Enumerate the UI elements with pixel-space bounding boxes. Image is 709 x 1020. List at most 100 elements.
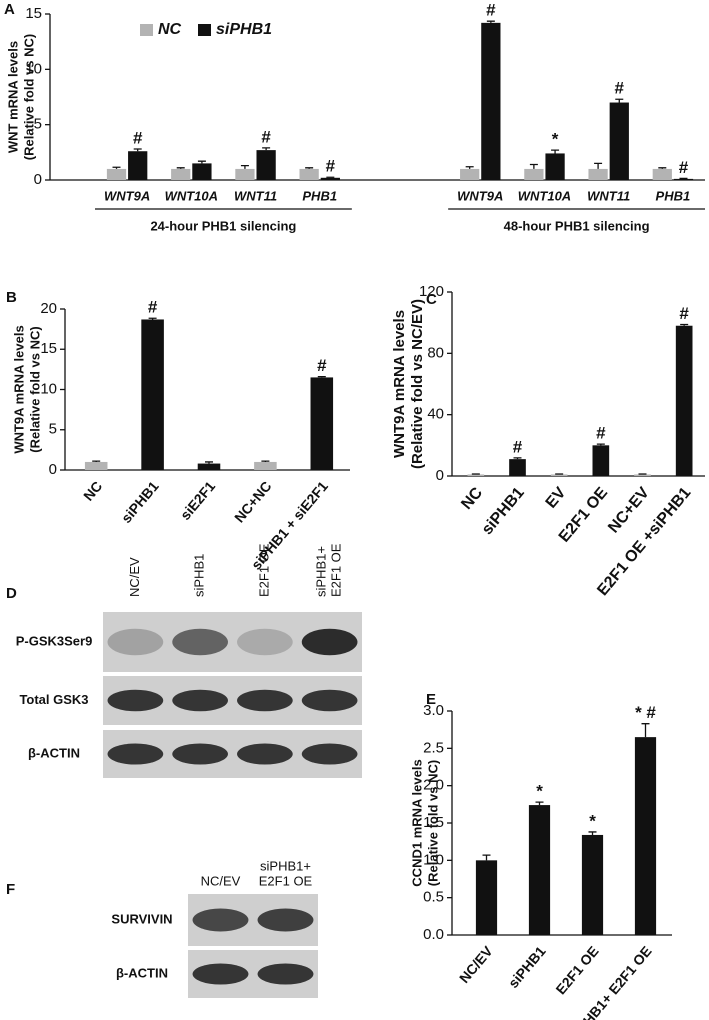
significance-marker: #: [513, 437, 523, 456]
row-label: P-GSK3Ser9: [16, 633, 93, 648]
significance-marker: *: [552, 130, 559, 149]
blot-band: [237, 628, 293, 656]
blot-band: [172, 628, 228, 656]
panel-letter: E: [426, 691, 436, 708]
y-axis-label: WNT9A mRNA levels: [391, 310, 408, 458]
y-tick-label: 0.0: [423, 926, 444, 943]
x-tick-label: siE2F1: [177, 478, 218, 523]
y-axis-label: (Relative fold vs NC): [27, 326, 42, 452]
panel-letter: F: [6, 881, 15, 898]
significance-marker: #: [615, 79, 625, 98]
x-tick-label: E2F1 OE: [552, 943, 601, 997]
bar: [609, 102, 629, 180]
bar: [467, 474, 485, 476]
lane-label: siPHB1+: [314, 546, 329, 597]
significance-marker: #: [326, 157, 336, 176]
bar: [524, 168, 544, 180]
bar: [550, 474, 568, 476]
panel-letter: C: [426, 291, 437, 308]
error-bar: [317, 375, 326, 378]
bar: [509, 459, 526, 476]
row-label: β-ACTIN: [116, 965, 168, 980]
bar: [592, 445, 610, 476]
error-bar: [133, 148, 142, 152]
bar: [588, 168, 608, 180]
y-tick-label: 5: [49, 421, 57, 438]
group-label: 48-hour PHB1 silencing: [504, 218, 650, 233]
error-bar: [529, 163, 538, 169]
error-bar: [262, 147, 271, 151]
blot-band: [172, 743, 228, 765]
significance-marker: *: [589, 811, 596, 830]
error-bar: [588, 831, 597, 835]
blot-band: [257, 908, 314, 932]
bar: [581, 834, 604, 935]
group-label: 24-hour PHB1 silencing: [150, 218, 296, 233]
error-bar: [641, 723, 650, 738]
blot-band: [237, 743, 293, 765]
y-tick-label: 1.5: [423, 814, 444, 831]
error-bar: [594, 162, 603, 169]
error-bar: [658, 167, 667, 169]
bar: [634, 474, 651, 476]
error-bar: [205, 461, 213, 464]
lane-label: E2F1 OE: [259, 873, 313, 888]
error-bar: [482, 854, 491, 861]
y-tick-label: 10: [40, 380, 57, 397]
error-bar: [535, 801, 544, 806]
bar: [192, 163, 212, 180]
bar: [320, 177, 340, 180]
row-label: SURVIVIN: [111, 911, 172, 926]
significance-marker: #: [261, 127, 271, 146]
bar: [545, 153, 565, 180]
x-tick-label: WNT10A: [165, 188, 218, 203]
y-tick-label: 2.5: [423, 739, 444, 756]
x-tick-label: WNT11: [234, 188, 277, 203]
x-tick-label: WNT9A: [104, 188, 150, 203]
x-tick-label: NC+NC: [231, 478, 275, 526]
bar: [235, 168, 255, 180]
significance-marker: #: [486, 1, 496, 20]
significance-marker: #: [596, 424, 606, 443]
x-tick-label: siPHB1: [505, 943, 549, 991]
significance-marker: * #: [635, 703, 656, 722]
significance-marker: #: [133, 128, 143, 147]
blot-band: [192, 908, 249, 932]
y-tick-label: 0: [49, 461, 57, 478]
y-tick-label: 20: [40, 300, 57, 317]
lane-label: NC/EV: [201, 873, 241, 888]
error-bar: [92, 460, 101, 462]
bar: [256, 150, 276, 180]
y-tick-label: 1.0: [423, 851, 444, 868]
error-bar: [615, 98, 624, 103]
x-tick-label: NC: [80, 478, 105, 504]
bar: [171, 168, 191, 180]
y-tick-label: 120: [419, 283, 444, 300]
error-bar: [596, 443, 605, 446]
bar: [106, 168, 127, 180]
significance-marker: #: [679, 304, 689, 323]
row-label: Total GSK3: [19, 692, 88, 707]
x-tick-label: siPHB1: [118, 478, 162, 526]
y-tick-label: 40: [427, 406, 444, 423]
significance-marker: #: [679, 158, 689, 177]
blot-band: [172, 689, 228, 712]
error-bar: [513, 457, 522, 460]
bar: [460, 168, 480, 180]
legend-swatch: [198, 24, 211, 36]
lane-label: siPHB1: [192, 554, 207, 597]
error-bar: [148, 317, 157, 320]
y-tick-label: 80: [427, 344, 444, 361]
error-bar: [112, 166, 121, 169]
x-tick-label: NC: [458, 484, 486, 513]
y-tick-label: 3.0: [423, 702, 444, 719]
significance-marker: #: [148, 298, 158, 317]
blot-band: [301, 628, 358, 656]
legend-label: NC: [158, 21, 182, 38]
error-bar: [465, 166, 474, 169]
error-bar: [261, 460, 270, 462]
error-bar: [551, 149, 560, 154]
bar: [299, 168, 319, 180]
bar: [673, 178, 694, 180]
